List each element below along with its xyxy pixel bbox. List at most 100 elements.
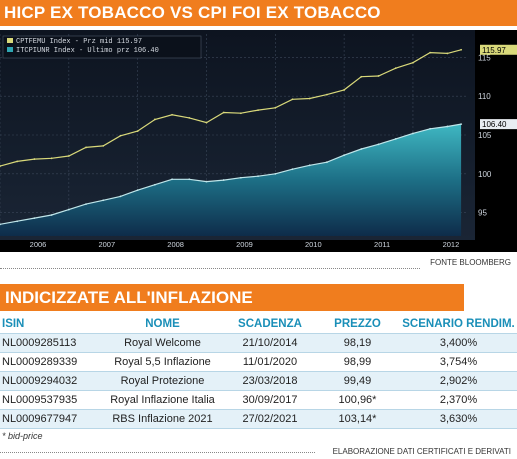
cell-nome: RBS Inflazione 2021	[100, 409, 225, 429]
col-header-nome: NOME	[100, 316, 225, 334]
cell-nome: Royal Welcome	[100, 333, 225, 353]
series-1-point	[188, 117, 191, 119]
legend-swatch	[7, 47, 13, 52]
cell-prezzo: 98,19	[315, 333, 400, 353]
y-axis: 95 100 105 110 115	[478, 53, 492, 217]
series-2-point	[446, 125, 449, 128]
series-1-point	[0, 165, 1, 167]
cell-nome: Royal Inflazione Italia	[100, 390, 225, 410]
cell-scenario: 3,400%	[400, 333, 517, 353]
table-row: NL0009285113 Royal Welcome 21/10/2014 98…	[0, 333, 517, 353]
cell-isin: NL0009537935	[0, 390, 100, 410]
col-header-isin: ISIN	[0, 316, 100, 334]
y-tick-label: 100	[478, 170, 492, 179]
source-text: FONTE BLOOMBERG	[430, 258, 511, 267]
series-2-point	[394, 137, 397, 140]
series-1-point	[377, 75, 380, 77]
last-value-badges: 115.97 106.40	[480, 44, 517, 130]
x-tick-label: 2010	[305, 240, 322, 249]
y-tick-label: 110	[478, 92, 491, 101]
series-2-point	[153, 183, 156, 186]
series-1-point	[222, 111, 225, 114]
series-2-point	[136, 189, 139, 192]
cell-isin: NL0009285113	[0, 333, 100, 353]
data-points	[0, 48, 463, 226]
series-2-point	[308, 164, 311, 167]
chart-title: HICP EX TOBACCO VS CPI FOI EX TOBACCO	[0, 0, 517, 26]
series-2-point	[0, 223, 1, 226]
series-1-point	[119, 134, 122, 137]
series-1-point	[85, 146, 87, 149]
series-2-point	[429, 127, 432, 130]
col-header-scenario: SCENARIO RENDIM.	[400, 316, 517, 334]
series-2-point	[102, 199, 105, 202]
cell-prezzo: 103,14*	[315, 409, 400, 429]
credit-text: ELABORAZIONE DATI CERTIFICATI E DERIVATI	[332, 447, 511, 456]
legend-box	[2, 35, 202, 59]
series-2-point	[412, 132, 414, 135]
last-value-badge	[480, 44, 517, 55]
series-2-line	[0, 123, 462, 225]
cell-scadenza: 23/03/2018	[225, 371, 315, 391]
series-1-point	[67, 155, 70, 157]
series-2-point	[67, 208, 70, 211]
y-tick-label: 95	[478, 209, 487, 218]
series-2-point	[274, 172, 277, 175]
x-tick-label: 2008	[167, 240, 184, 249]
series-2-point	[188, 178, 191, 181]
series-1-line	[0, 49, 462, 167]
col-header-scadenza: SCADENZA	[225, 316, 315, 334]
col-header-prezzo: PREZZO	[315, 316, 400, 334]
series-1-point	[50, 157, 53, 160]
cell-scadenza: 30/09/2017	[225, 390, 315, 410]
series-1-point	[308, 97, 311, 100]
cell-prezzo: 100,96*	[315, 390, 400, 410]
credit-note: ELABORAZIONE DATI CERTIFICATI E DERIVATI	[0, 446, 517, 458]
x-tick-label: 2009	[236, 240, 253, 249]
series-2-point	[171, 178, 173, 181]
series-1-point	[429, 51, 432, 54]
table-title: INDICIZZATE ALL'INFLAZIONE	[0, 284, 464, 311]
series-2-area	[0, 124, 462, 236]
table-row: NL0009289339 Royal 5,5 Inflazione 11/01/…	[0, 352, 517, 372]
series-1-point	[171, 113, 173, 116]
series-2-point	[360, 148, 363, 150]
last-value-label: 115.97	[482, 46, 506, 55]
series-2-point	[326, 161, 328, 164]
x-tick-label: 2007	[98, 240, 115, 249]
cell-nome: Royal 5,5 Inflazione	[100, 352, 225, 372]
last-value-badge	[480, 119, 517, 130]
series-1-point	[446, 52, 449, 55]
table-row: NL0009294032 Royal Protezione 23/03/2018…	[0, 371, 517, 391]
footnote: * bid-price	[2, 431, 43, 441]
series-1-point	[460, 48, 463, 51]
series-2-point	[239, 176, 242, 179]
series-1-point	[326, 93, 328, 96]
series-1-point	[136, 130, 139, 133]
cell-nome: Royal Protezione	[100, 371, 225, 391]
legend-entry: ITCPIUNR Index - Ultimo prz 106.40	[16, 47, 159, 55]
line-chart: 95 100 105 110 115 2006 2007 2008 2009 2010 2011 2…	[0, 30, 517, 252]
cell-scenario: 2,370%	[400, 390, 517, 410]
cell-scadenza: 21/10/2014	[225, 333, 315, 353]
cell-scadenza: 27/02/2021	[225, 409, 315, 429]
cell-isin: NL0009677947	[0, 409, 100, 429]
cell-isin: NL0009294032	[0, 371, 100, 391]
cell-isin: NL0009289339	[0, 352, 100, 372]
x-tick-label: 2012	[443, 240, 460, 249]
series-2-point	[460, 123, 463, 126]
table-row: NL0009677947 RBS Inflazione 2021 27/02/2…	[0, 409, 517, 429]
x-tick-label: 2006	[30, 240, 47, 249]
series-2-point	[119, 195, 122, 198]
last-value-label: 106.40	[482, 120, 507, 129]
cell-scadenza: 11/01/2020	[225, 352, 315, 372]
series-2-point	[33, 217, 36, 220]
cell-scenario: 3,754%	[400, 352, 517, 372]
x-tick-label: 2011	[374, 240, 390, 249]
series-1-point	[394, 67, 397, 70]
series-1-point	[360, 75, 363, 78]
cell-scenario: 2,902%	[400, 371, 517, 391]
series-2-point	[222, 179, 225, 181]
